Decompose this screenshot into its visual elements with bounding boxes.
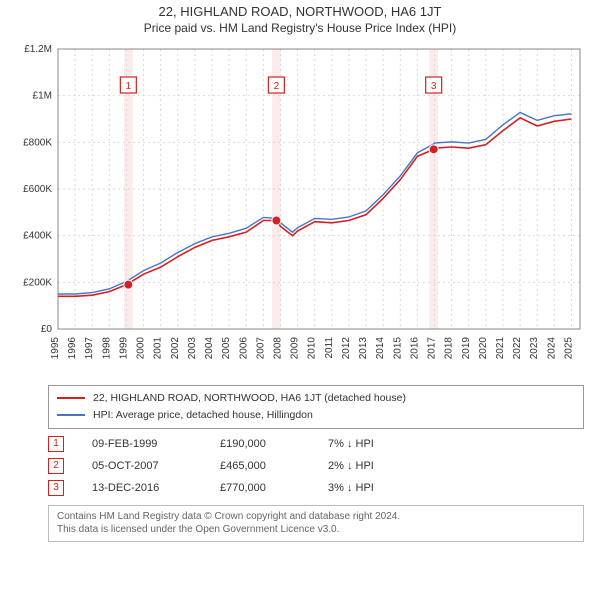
sale-marker-box: 1 <box>48 436 64 452</box>
svg-text:£400K: £400K <box>23 231 52 242</box>
svg-text:1999: 1999 <box>118 337 129 360</box>
svg-text:2002: 2002 <box>170 337 181 360</box>
svg-text:2007: 2007 <box>255 337 266 360</box>
svg-text:2012: 2012 <box>341 337 352 360</box>
svg-text:2001: 2001 <box>153 337 164 360</box>
legend: 22, HIGHLAND ROAD, NORTHWOOD, HA6 1JT (d… <box>48 385 584 429</box>
svg-text:1: 1 <box>126 81 132 92</box>
svg-text:1998: 1998 <box>101 337 112 360</box>
svg-text:2016: 2016 <box>409 337 420 360</box>
svg-text:£0: £0 <box>41 324 53 335</box>
svg-text:2024: 2024 <box>546 337 557 360</box>
chart-title: 22, HIGHLAND ROAD, NORTHWOOD, HA6 1JT <box>0 4 600 19</box>
sale-date: 09-FEB-1999 <box>92 438 192 450</box>
svg-text:1997: 1997 <box>84 337 95 360</box>
svg-text:£200K: £200K <box>23 277 52 288</box>
svg-text:2020: 2020 <box>478 337 489 360</box>
svg-text:2003: 2003 <box>187 337 198 360</box>
svg-text:2023: 2023 <box>529 337 540 360</box>
sale-diff: 2% ↓ HPI <box>328 460 408 472</box>
svg-text:£1M: £1M <box>33 91 52 102</box>
attribution-line-1: Contains HM Land Registry data © Crown c… <box>57 510 575 524</box>
sale-marker-box: 3 <box>48 480 64 496</box>
sale-row: 1 09-FEB-1999 £190,000 7% ↓ HPI <box>48 433 584 455</box>
line-chart-svg: £0 £200K £400K £600K £800K £1M £1.2M 1995 1996 19… <box>10 39 590 379</box>
legend-label: HPI: Average price, detached house, Hill… <box>93 407 313 424</box>
legend-item: 22, HIGHLAND ROAD, NORTHWOOD, HA6 1JT (d… <box>57 390 575 407</box>
sale-price: £190,000 <box>220 438 300 450</box>
svg-text:2017: 2017 <box>427 337 438 360</box>
svg-text:£800K: £800K <box>23 137 52 148</box>
sale-price: £465,000 <box>220 460 300 472</box>
svg-text:2013: 2013 <box>358 337 369 360</box>
svg-text:1995: 1995 <box>50 337 61 360</box>
svg-text:2006: 2006 <box>238 337 249 360</box>
sale-date: 13-DEC-2016 <box>92 482 192 494</box>
legend-swatch <box>57 397 85 399</box>
legend-item: HPI: Average price, detached house, Hill… <box>57 407 575 424</box>
sale-row: 3 13-DEC-2016 £770,000 3% ↓ HPI <box>48 477 584 499</box>
svg-text:2010: 2010 <box>307 337 318 360</box>
svg-text:2: 2 <box>274 81 280 92</box>
legend-swatch <box>57 414 85 416</box>
svg-text:2014: 2014 <box>375 337 386 360</box>
svg-text:2000: 2000 <box>136 337 147 360</box>
svg-text:2004: 2004 <box>204 337 215 360</box>
svg-text:2018: 2018 <box>444 337 455 360</box>
sale-diff: 7% ↓ HPI <box>328 438 408 450</box>
sale-diff: 3% ↓ HPI <box>328 482 408 494</box>
svg-text:2019: 2019 <box>461 337 472 360</box>
sale-marker-box: 2 <box>48 458 64 474</box>
svg-text:2011: 2011 <box>324 337 335 359</box>
svg-text:2021: 2021 <box>495 337 506 360</box>
sale-date: 05-OCT-2007 <box>92 460 192 472</box>
svg-text:1996: 1996 <box>67 337 78 360</box>
svg-text:2005: 2005 <box>221 337 232 360</box>
attribution-line-2: This data is licensed under the Open Gov… <box>57 523 575 537</box>
svg-text:2008: 2008 <box>272 337 283 360</box>
chart-subtitle: Price paid vs. HM Land Registry's House … <box>0 21 600 35</box>
sale-price: £770,000 <box>220 482 300 494</box>
svg-text:£600K: £600K <box>23 184 52 195</box>
sales-table: 1 09-FEB-1999 £190,000 7% ↓ HPI 2 05-OCT-2007… <box>48 433 584 499</box>
sale-row: 2 05-OCT-2007 £465,000 2% ↓ HPI <box>48 455 584 477</box>
svg-text:3: 3 <box>431 81 437 92</box>
chart-area: £0 £200K £400K £600K £800K £1M £1.2M 1995 1996 19… <box>10 39 590 379</box>
svg-text:2022: 2022 <box>512 337 523 360</box>
svg-text:2025: 2025 <box>563 337 574 360</box>
svg-text:2009: 2009 <box>290 337 301 360</box>
legend-label: 22, HIGHLAND ROAD, NORTHWOOD, HA6 1JT (d… <box>93 390 406 407</box>
svg-text:2015: 2015 <box>392 337 403 360</box>
svg-text:£1.2M: £1.2M <box>24 44 52 55</box>
attribution: Contains HM Land Registry data © Crown c… <box>48 505 584 542</box>
